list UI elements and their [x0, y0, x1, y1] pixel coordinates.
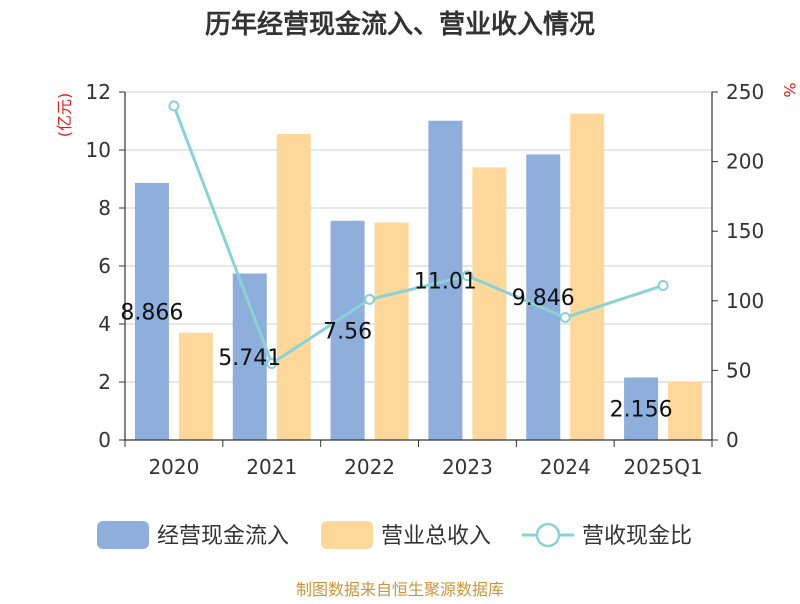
bar-value-label: 2.156: [610, 398, 673, 423]
bar-value-label: 9.846: [512, 286, 575, 311]
legend-label-ratio: 营收现金比: [582, 524, 692, 549]
bar-value-label: 7.56: [323, 319, 372, 344]
grid: [125, 91, 712, 383]
ratio-point: [657, 279, 669, 291]
left-tick-label: 8: [98, 196, 111, 220]
x-tick-label: 2021: [246, 455, 297, 479]
bar-cash-inflow: [330, 220, 365, 440]
bars: [134, 113, 703, 441]
ratio-point: [364, 293, 376, 305]
right-tick-label: 200: [726, 150, 764, 174]
x-tick-label: 2025Q1: [623, 455, 702, 479]
right-tick-label: 150: [726, 219, 764, 243]
ratio-point: [266, 357, 278, 369]
right-tick-label: 50: [726, 358, 751, 382]
legend: 经营现金流入 营业总收入 营收现金比: [97, 521, 692, 549]
bar-value-label: 5.741: [218, 346, 281, 371]
bar-revenue: [178, 332, 213, 440]
x-tick-label: 2024: [540, 455, 591, 479]
bar-cash-inflow: [624, 377, 659, 440]
left-tick-label: 12: [86, 80, 111, 104]
ratio-point: [168, 100, 180, 112]
ratio-line-path: [172, 105, 664, 366]
legend-swatch-cash-inflow: [97, 521, 149, 549]
left-tick-label: 10: [86, 138, 111, 162]
bar-revenue: [472, 167, 507, 440]
bar-cash-inflow: [232, 273, 267, 440]
data-labels: 8.866 5.741 7.56 11.01 9.846 2.156: [120, 269, 672, 422]
chart-title: 历年经营现金流入、营业收入情况: [205, 9, 595, 40]
right-axis-unit: %: [780, 82, 799, 97]
bar-value-label: 11.01: [414, 269, 477, 294]
ratio-line: [168, 100, 669, 369]
left-tick-label: 0: [98, 428, 111, 452]
right-tick-label: 250: [726, 80, 764, 104]
bar-cash-inflow: [134, 182, 169, 441]
x-tick-label: 2023: [442, 455, 493, 479]
left-axis-unit: (亿元): [55, 93, 74, 138]
right-tick-label: 100: [726, 289, 764, 313]
x-tick-label: 2022: [344, 455, 395, 479]
ratio-point: [461, 270, 473, 282]
legend-marker-ratio: [535, 522, 561, 548]
legend-swatch-revenue: [321, 521, 373, 549]
legend-label-revenue: 营业总收入: [381, 524, 491, 549]
bar-revenue: [276, 134, 311, 441]
left-tick-label: 4: [98, 312, 111, 336]
bar-value-label: 8.866: [120, 300, 183, 325]
x-tick-label: 2020: [148, 455, 199, 479]
footer-source: 制图数据来自恒生聚源数据库: [296, 580, 504, 599]
right-tick-label: 0: [726, 428, 739, 452]
left-tick-label: 2: [98, 370, 111, 394]
left-tick-label: 6: [98, 254, 111, 278]
bar-revenue: [668, 382, 703, 440]
ratio-point: [559, 312, 571, 324]
axes: 0 2 4 6 8 10 12 0 50 100 150 200 250 2020 2021 2022 2023…: [86, 80, 765, 479]
legend-label-cash-inflow: 经营现金流入: [157, 524, 289, 549]
bar-cash-inflow: [526, 154, 561, 440]
bar-revenue: [570, 113, 605, 440]
bar-revenue: [374, 222, 409, 440]
